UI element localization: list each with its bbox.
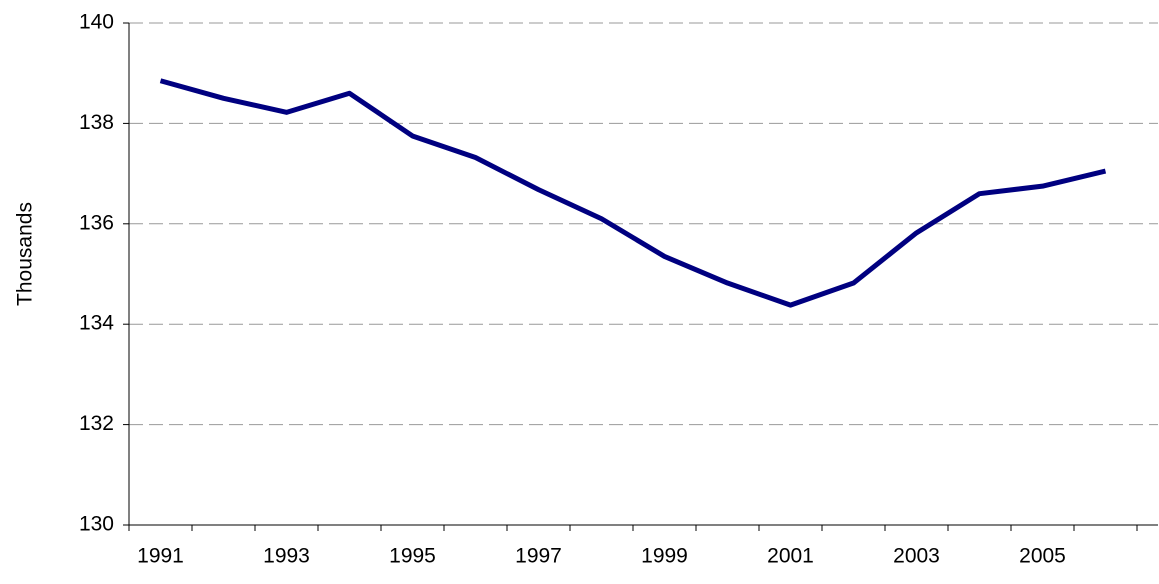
y-tick-label: 130 — [79, 513, 114, 536]
x-tick-label: 1993 — [263, 545, 310, 568]
y-tick-label: 138 — [79, 111, 114, 134]
x-tick-label: 2005 — [1019, 545, 1066, 568]
y-tick-label: 136 — [79, 211, 114, 234]
line-series — [159, 78, 1107, 308]
x-tick-label: 1997 — [515, 545, 562, 568]
y-tick-label: 140 — [79, 11, 114, 34]
y-tick-label: 134 — [79, 312, 114, 335]
y-axis-label: Thousands — [14, 202, 37, 306]
x-tick-label: 1991 — [137, 545, 184, 568]
x-tick-label: 2003 — [893, 545, 940, 568]
x-tick-label: 1999 — [641, 545, 688, 568]
y-tick-label: 132 — [79, 412, 114, 435]
x-tick-label: 2001 — [767, 545, 814, 568]
x-tick-label: 1995 — [389, 545, 436, 568]
